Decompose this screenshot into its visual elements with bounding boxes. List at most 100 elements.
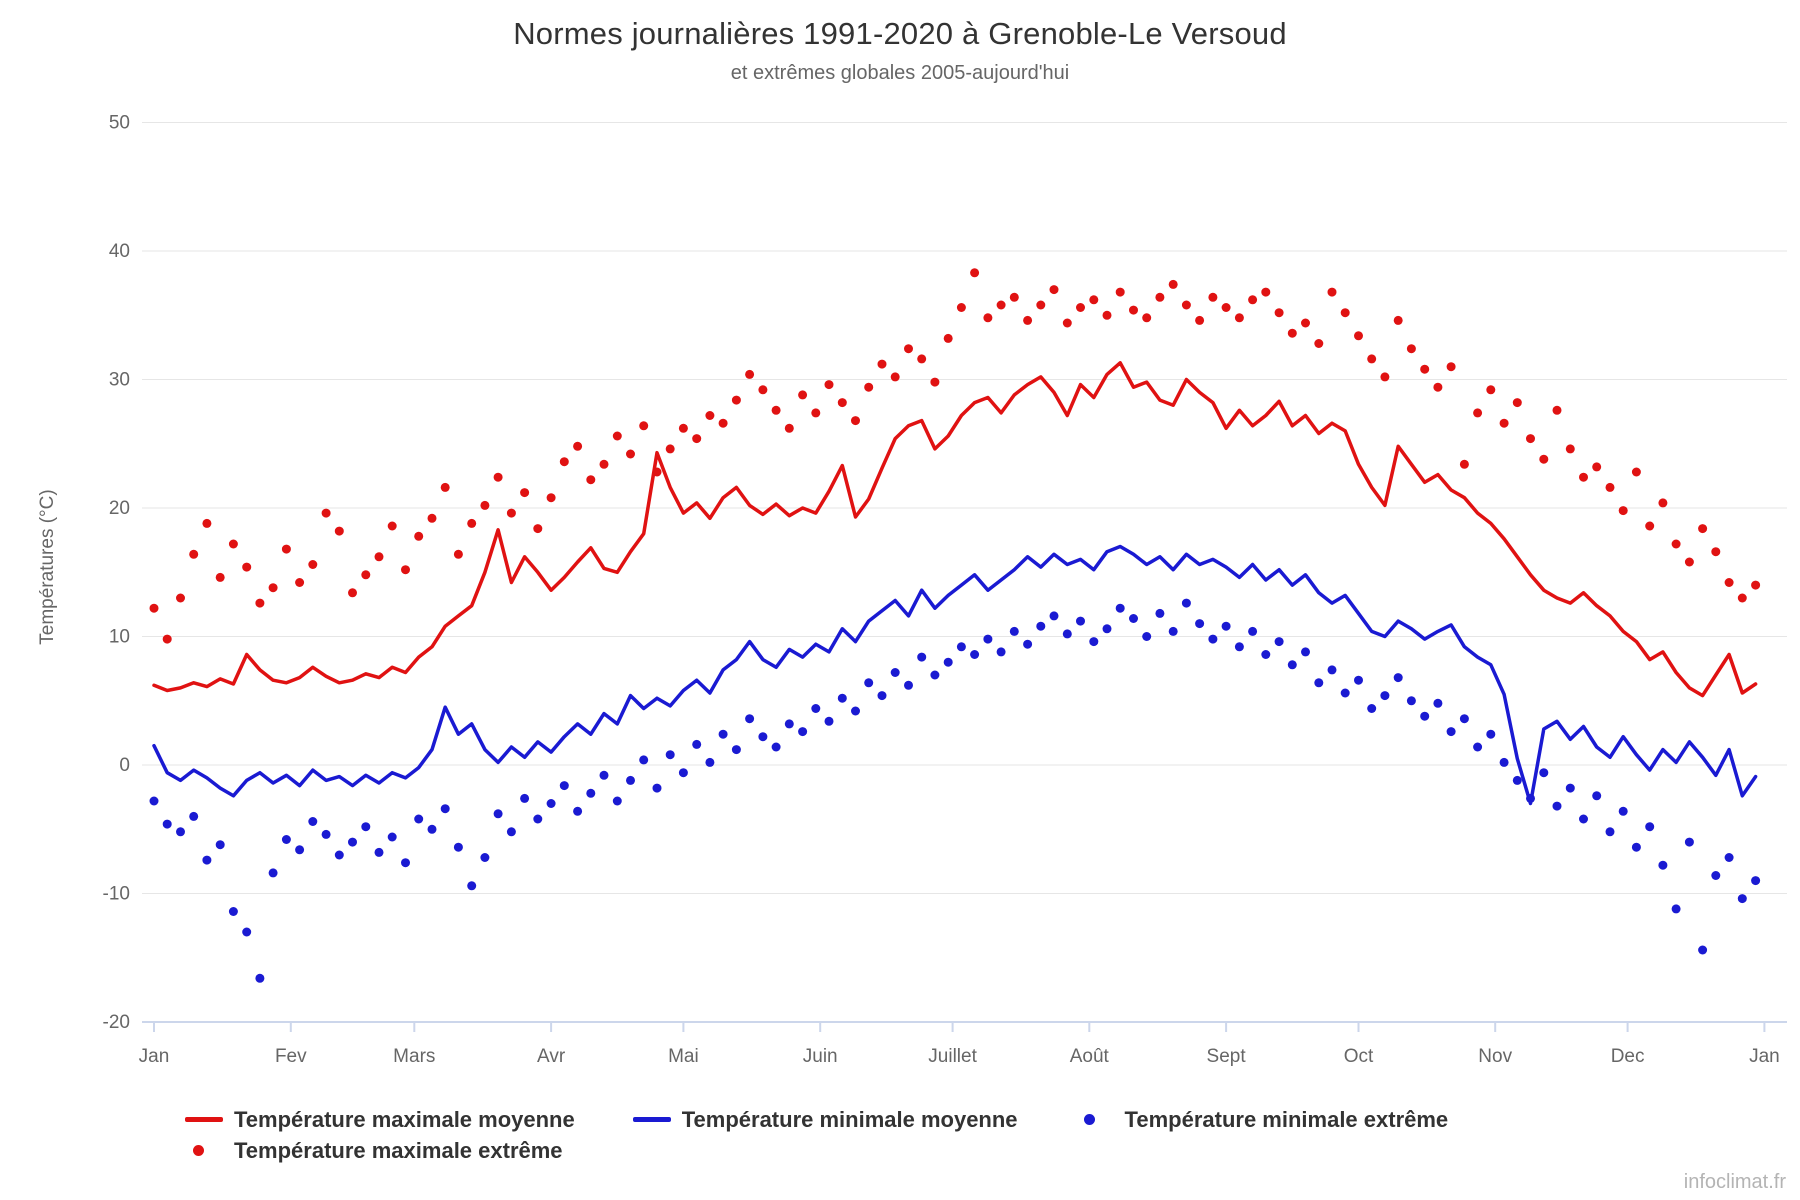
tmin_ext-point[interactable] [228,907,238,916]
tmax_ext-point[interactable] [1446,362,1456,372]
tmax_ext-point[interactable] [480,500,490,510]
tmax_ext-point[interactable] [851,416,860,426]
tmax_ext-point[interactable] [956,303,966,312]
tmax_ext-point[interactable] [546,493,556,503]
tmax_ext-point[interactable] [930,377,940,387]
tmax_ext-point[interactable] [1208,292,1218,302]
tmin_ext-point[interactable] [970,650,980,659]
tmin_ext-point[interactable] [798,727,808,737]
tmin_ext-point[interactable] [758,732,768,742]
tmin_ext-point[interactable] [1579,814,1588,824]
tmax_ext-point[interactable] [1393,315,1403,325]
tmin_ext-point[interactable] [930,670,940,680]
tmin_ext-point[interactable] [586,788,596,798]
tmin_ext-point[interactable] [242,927,252,937]
tmax_ext-point[interactable] [401,565,410,575]
tmax_ext-point[interactable] [1526,434,1535,444]
tmin_ext-point[interactable] [877,691,887,701]
tmax_ext-point[interactable] [1671,539,1681,549]
tmax_moy-line[interactable] [152,361,1758,698]
tmin_ext-point[interactable] [189,811,199,821]
tmin_ext-point[interactable] [1605,827,1615,837]
tmax_ext-point[interactable] [1181,300,1191,310]
tmin_ext-point[interactable] [1446,727,1456,737]
tmin_ext-point[interactable] [1565,783,1575,793]
tmax_ext-point[interactable] [837,398,847,408]
tmax_ext-point[interactable] [427,513,437,523]
tmax_ext-point[interactable] [1009,292,1019,302]
tmin_ext-point[interactable] [851,706,860,716]
tmax_ext-point[interactable] [1340,308,1350,318]
tmax_ext-point[interactable] [520,488,530,498]
tmax_ext-point[interactable] [1327,287,1337,297]
tmin_ext-point[interactable] [493,809,503,819]
tmin_ext-point[interactable] [427,824,437,834]
tmax_ext-point[interactable] [242,562,252,572]
tmax_ext-point[interactable] [692,434,702,444]
tmax_ext-point[interactable] [599,459,609,469]
tmin_ext-point[interactable] [1459,714,1469,724]
series-tmin_moy[interactable] [152,544,1758,806]
tmax_ext-point[interactable] [374,552,384,562]
tmin_ext-point[interactable] [1380,691,1390,701]
tmax_ext-point[interactable] [731,395,741,405]
tmax_ext-point[interactable] [1115,287,1125,297]
tmax_ext-point[interactable] [1565,444,1575,454]
tmin_ext-point[interactable] [1089,637,1099,647]
tmax_ext-point[interactable] [1433,382,1443,392]
tmin_ext-point[interactable] [1327,665,1337,675]
tmin_ext-point[interactable] [1115,603,1125,613]
tmin_ext-point[interactable] [149,796,159,806]
tmin_ext-point[interactable] [1631,842,1641,852]
tmax_ext-point[interactable] [189,549,199,559]
tmin_ext-point[interactable] [1248,626,1258,636]
tmin_ext-point[interactable] [665,750,675,760]
tmin_ext-point[interactable] [771,742,781,752]
tmax_ext-point[interactable] [890,372,900,382]
tmin_ext-point[interactable] [626,775,635,785]
tmax_ext-point[interactable] [877,359,887,369]
tmin_ext-point[interactable] [943,657,953,667]
tmax_ext-point[interactable] [1539,454,1549,464]
tmax_ext-point[interactable] [1420,364,1430,374]
legend-item-tmin_moy[interactable]: Température minimale moyenne [632,1107,1018,1133]
tmax_ext-point[interactable] [1724,578,1734,587]
tmax_ext-point[interactable] [1645,521,1655,531]
legend-item-tmin_ext[interactable]: Température minimale extrême [1076,1107,1448,1133]
tmin_ext-point[interactable] [215,840,225,850]
tmax_ext-point[interactable] [506,508,516,518]
tmax_ext-point[interactable] [308,560,318,569]
tmax_ext-point[interactable] [1155,292,1165,302]
tmin_ext-point[interactable] [1142,632,1152,641]
tmin_ext-point[interactable] [1618,806,1628,816]
tmax_ext-point[interactable] [1367,354,1377,364]
tmin_ext-point[interactable] [1287,660,1297,670]
tmax_ext-point[interactable] [758,385,768,395]
tmin_ext-point[interactable] [162,819,172,829]
tmax_ext-point[interactable] [1459,459,1469,469]
tmax_ext-point[interactable] [639,421,649,431]
series-tmax_moy[interactable] [152,361,1758,698]
tmin_ext-point[interactable] [1552,801,1562,811]
tmin_ext-point[interactable] [784,719,794,729]
tmax_ext-point[interactable] [1486,385,1496,395]
tmax_ext-point[interactable] [798,390,808,400]
tmin_ext-point[interactable] [480,853,490,862]
tmin_ext-point[interactable] [1684,837,1694,847]
tmin_ext-point[interactable] [731,745,741,755]
tmin_ext-point[interactable] [1181,598,1191,608]
tmin_ext-point[interactable] [281,835,291,844]
tmax_ext-point[interactable] [1618,506,1628,516]
tmin_ext-point[interactable] [1340,688,1350,698]
tmin_ext-point[interactable] [652,783,662,793]
tmin_ext-point[interactable] [1420,711,1430,721]
tmin_ext-point[interactable] [1737,894,1747,904]
tmin_ext-point[interactable] [917,652,927,662]
tmin_ext-point[interactable] [1433,698,1443,708]
tmax_ext-point[interactable] [202,518,212,528]
tmax_ext-point[interactable] [321,508,331,518]
tmax_ext-point[interactable] [573,441,583,451]
tmin_ext-point[interactable] [824,716,834,726]
tmax_ext-point[interactable] [1314,339,1324,348]
